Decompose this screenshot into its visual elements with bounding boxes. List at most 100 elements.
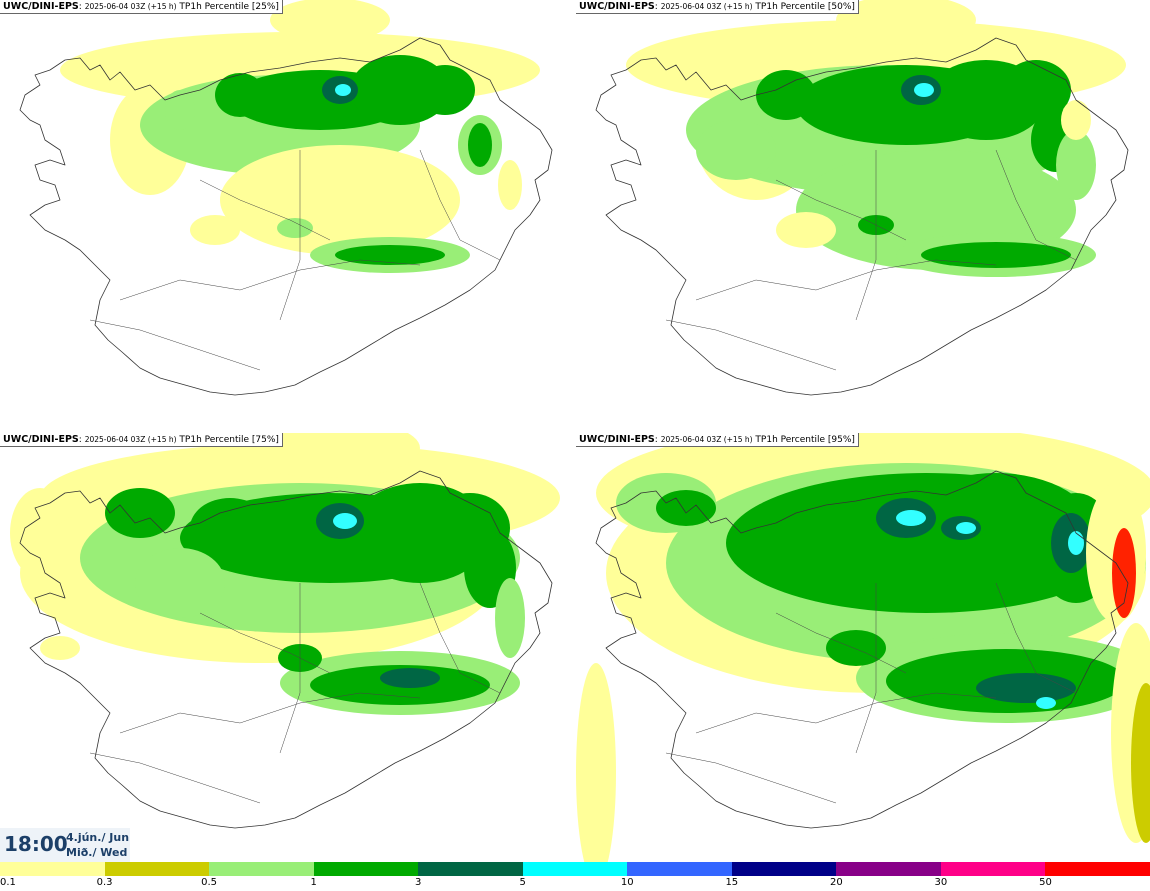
precip-area bbox=[896, 510, 926, 526]
map-panel-75: UWC/DINI-EPS: 2025-06-04 03Z (+15 h) TP1… bbox=[0, 433, 574, 865]
map-panel-25: UWC/DINI-EPS: 2025-06-04 03Z (+15 h) TP1… bbox=[0, 0, 574, 432]
road-line bbox=[995, 582, 1077, 694]
precip-area bbox=[495, 578, 525, 658]
road-line bbox=[419, 582, 501, 694]
precip-area bbox=[1112, 528, 1136, 618]
precip-area bbox=[380, 668, 440, 688]
colorbar-segment bbox=[0, 862, 105, 876]
precip-area bbox=[756, 70, 816, 120]
map-panel-50: UWC/DINI-EPS: 2025-06-04 03Z (+15 h) TP1… bbox=[576, 0, 1150, 432]
road-line bbox=[199, 179, 331, 241]
colorbar-label: 0.1 bbox=[0, 877, 16, 888]
colorbar-label: 0.3 bbox=[96, 877, 113, 888]
precip-area bbox=[826, 630, 886, 666]
colorbar-segment bbox=[836, 862, 941, 876]
colorbar-segment bbox=[627, 862, 732, 876]
colorbar-segment bbox=[731, 862, 837, 876]
colorbar-segment bbox=[940, 862, 1046, 876]
colorbar-label: 50 bbox=[1039, 877, 1052, 888]
road-line bbox=[419, 149, 501, 261]
precip-area bbox=[335, 245, 445, 265]
road-line bbox=[665, 319, 837, 371]
precip-area bbox=[656, 490, 716, 526]
panel-title: UWC/DINI-EPS: 2025-06-04 03Z (+15 h) TP1… bbox=[576, 433, 859, 447]
iceland-coastline bbox=[595, 37, 1129, 396]
precip-area bbox=[468, 123, 492, 167]
precip-area bbox=[190, 498, 270, 558]
road-line bbox=[855, 583, 877, 754]
colorbar-segment bbox=[522, 862, 628, 876]
precip-area bbox=[240, 433, 420, 478]
precip-area bbox=[1036, 697, 1056, 709]
precip-area bbox=[415, 65, 475, 115]
colorbar-label: 10 bbox=[620, 877, 634, 888]
road-line bbox=[89, 319, 261, 371]
precip-area bbox=[1068, 531, 1084, 555]
precip-map bbox=[576, 433, 1150, 865]
colorbar-label: 30 bbox=[934, 877, 948, 888]
road-line bbox=[695, 692, 997, 734]
precip-area bbox=[270, 0, 390, 42]
precip-area bbox=[220, 145, 460, 255]
road-line bbox=[119, 692, 421, 734]
road-line bbox=[855, 150, 877, 321]
road-line bbox=[775, 612, 907, 674]
iceland-coastline bbox=[595, 470, 1129, 829]
valid-date: 4.jún./ Jun bbox=[66, 831, 130, 844]
colorbar-label: 20 bbox=[829, 877, 843, 888]
precip-area bbox=[215, 73, 265, 117]
precip-area bbox=[1001, 60, 1071, 120]
precip-area bbox=[1061, 100, 1091, 140]
precip-area bbox=[921, 242, 1071, 268]
valid-time: 18:00 bbox=[4, 832, 68, 856]
road-line bbox=[89, 752, 261, 804]
road-line bbox=[695, 259, 997, 301]
colorbar-segment bbox=[1045, 862, 1150, 876]
road-line bbox=[279, 150, 301, 321]
precip-area bbox=[956, 522, 976, 534]
road-line bbox=[995, 149, 1077, 261]
colorbar-label: 0.5 bbox=[201, 877, 218, 888]
precip-area bbox=[776, 212, 836, 248]
colorbar-segment bbox=[313, 862, 419, 876]
iceland-coastline bbox=[19, 470, 553, 829]
precip-area bbox=[105, 488, 175, 538]
colorbar-segment bbox=[209, 862, 314, 876]
precip-area bbox=[976, 673, 1076, 703]
precip-area bbox=[498, 160, 522, 210]
colorbar-label: 15 bbox=[725, 877, 739, 888]
precip-area bbox=[1056, 130, 1096, 200]
road-line bbox=[279, 583, 301, 754]
precip-area bbox=[135, 548, 225, 618]
panel-title: UWC/DINI-EPS: 2025-06-04 03Z (+15 h) TP1… bbox=[576, 0, 859, 14]
colorbar-segment bbox=[104, 862, 210, 876]
colorbar-segment bbox=[418, 862, 523, 876]
precip-map bbox=[10, 433, 560, 829]
precip-area bbox=[40, 636, 80, 660]
panel-title: UWC/DINI-EPS: 2025-06-04 03Z (+15 h) TP1… bbox=[0, 433, 283, 447]
precip-area bbox=[277, 218, 313, 238]
precip-map bbox=[19, 0, 553, 396]
precip-area bbox=[190, 215, 240, 245]
road-line bbox=[775, 179, 907, 241]
colorbar-label: 5 bbox=[519, 877, 526, 888]
panel-title: UWC/DINI-EPS: 2025-06-04 03Z (+15 h) TP1… bbox=[0, 0, 283, 14]
iceland-coastline bbox=[19, 37, 553, 396]
map-panel-95: UWC/DINI-EPS: 2025-06-04 03Z (+15 h) TP1… bbox=[576, 433, 1150, 865]
valid-weekday: Mið./ Wed bbox=[66, 846, 128, 859]
road-line bbox=[119, 259, 421, 301]
precip-colorbar bbox=[0, 862, 1150, 876]
colorbar-label: 3 bbox=[414, 877, 422, 888]
precip-area bbox=[836, 0, 976, 45]
precip-area bbox=[335, 84, 351, 96]
precip-area bbox=[1131, 683, 1150, 843]
precip-area bbox=[696, 120, 776, 180]
valid-time-box: 18:00 4.jún./ Jun Mið./ Wed bbox=[0, 828, 130, 862]
road-line bbox=[199, 612, 331, 674]
precip-area bbox=[576, 663, 616, 865]
road-line bbox=[665, 752, 837, 804]
precip-map bbox=[595, 0, 1129, 396]
colorbar-label: 1 bbox=[310, 877, 317, 888]
precip-area bbox=[165, 90, 195, 130]
precip-area bbox=[333, 513, 357, 529]
